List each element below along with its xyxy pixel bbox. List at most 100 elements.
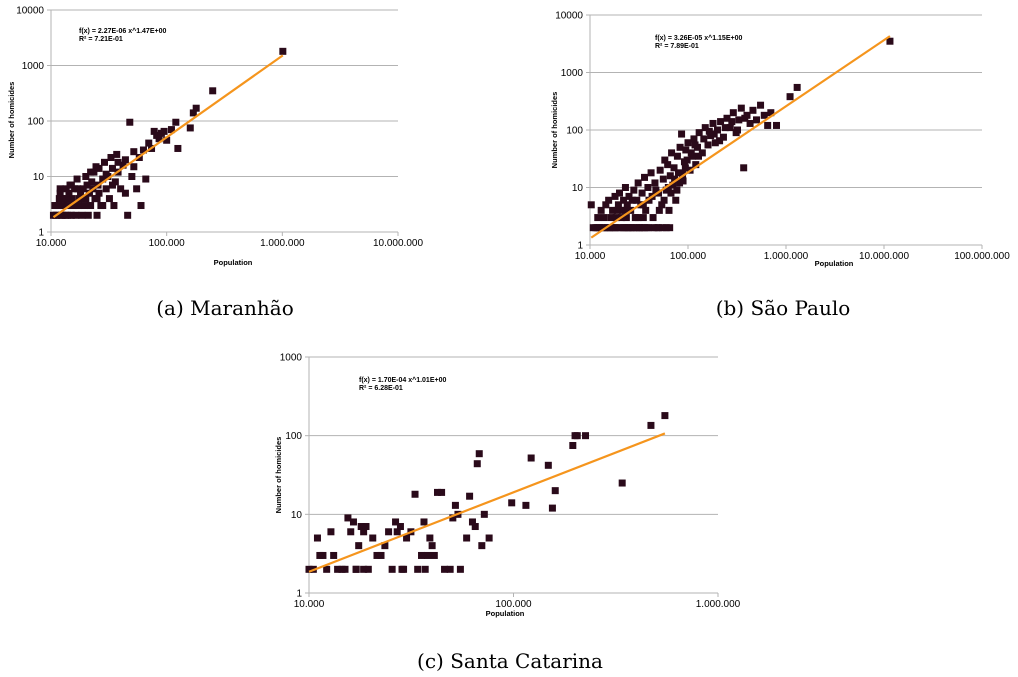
data-point — [764, 121, 772, 129]
data-point — [155, 135, 163, 143]
data-point — [695, 129, 703, 137]
axes — [305, 356, 719, 597]
data-point — [661, 156, 669, 164]
data-point — [630, 186, 638, 194]
data-point — [133, 185, 141, 193]
x-tick-label: 10.000 — [294, 599, 325, 610]
data-point — [602, 201, 610, 209]
data-point — [323, 565, 331, 573]
data-point — [508, 499, 516, 507]
y-tick-label: 1 — [38, 228, 44, 239]
data-point — [651, 179, 659, 187]
regression-equation: f(x) = 3.26E-05 x^1.15E+00 — [655, 34, 742, 42]
data-point — [93, 211, 101, 219]
grid-lines — [309, 356, 718, 515]
data-point — [704, 141, 712, 149]
data-point — [78, 211, 86, 219]
data-point — [716, 137, 724, 145]
data-point — [95, 164, 103, 172]
data-point — [660, 196, 668, 204]
data-point — [886, 37, 894, 45]
x-tick-label: 100.000.000 — [954, 251, 1010, 262]
data-point — [616, 189, 624, 197]
y-tick-label: 10 — [572, 183, 584, 194]
data-point — [65, 189, 73, 197]
data-point — [709, 119, 717, 127]
data-point — [741, 114, 749, 122]
data-point — [121, 189, 129, 197]
data-point — [679, 170, 687, 178]
data-point — [773, 121, 781, 129]
data-point — [633, 196, 641, 204]
data-point — [424, 551, 432, 559]
data-point — [441, 565, 449, 573]
data-point — [160, 127, 168, 135]
data-point — [740, 164, 748, 172]
y-tick-labels: 1 10 100 1000 — [280, 353, 303, 600]
data-point — [551, 487, 559, 495]
y-tick-label: 10000 — [555, 11, 583, 22]
y-tick-label: 10000 — [16, 6, 44, 17]
data-point — [614, 201, 622, 209]
data-point — [392, 518, 400, 526]
data-point — [114, 158, 122, 166]
data-point — [119, 161, 127, 169]
data-point — [719, 133, 727, 141]
data-point — [625, 192, 633, 200]
data-point — [428, 542, 436, 550]
data-point — [573, 432, 581, 440]
data-point — [150, 127, 158, 135]
data-point — [746, 119, 754, 127]
caption: (c) Santa Catarina — [417, 649, 603, 673]
data-point — [411, 490, 419, 498]
data-point — [388, 565, 396, 573]
data-point — [701, 124, 709, 132]
data-point — [684, 139, 692, 147]
x-axis-label: Population — [214, 258, 253, 267]
x-tick-label: 10.000.000 — [859, 251, 909, 262]
data-point — [463, 534, 471, 542]
data-point — [620, 196, 628, 204]
data-point — [700, 135, 708, 143]
x-tick-label: 10.000 — [575, 251, 606, 262]
regression-equation: f(x) = 1.70E-04 x^1.01E+00 — [359, 376, 446, 384]
data-point — [107, 153, 115, 161]
data-point — [56, 189, 64, 197]
data-point — [347, 528, 355, 536]
y-tick-label: 100 — [566, 126, 583, 137]
data-point — [710, 130, 718, 138]
data-point — [54, 202, 62, 210]
r-squared: R² = 7.89E-01 — [655, 43, 699, 50]
scatter-points — [49, 47, 287, 219]
data-point — [305, 565, 313, 573]
data-point — [77, 189, 85, 197]
data-point — [88, 178, 96, 186]
x-tick-label: 1.000.000 — [764, 251, 809, 262]
y-tick-labels: 1 10 100 1000 10000 — [555, 11, 583, 252]
data-point — [642, 206, 650, 214]
data-point — [752, 116, 760, 124]
data-point — [72, 211, 80, 219]
data-point — [692, 161, 700, 169]
data-point — [130, 148, 138, 156]
r-squared: R² = 6.28E-01 — [359, 385, 403, 392]
data-point — [649, 214, 657, 222]
data-point — [548, 504, 556, 512]
data-point — [430, 551, 438, 559]
data-point — [330, 551, 338, 559]
data-point — [644, 184, 652, 191]
data-point — [666, 224, 674, 232]
data-point — [605, 196, 613, 204]
data-point — [209, 87, 217, 95]
x-tick-label: 10.000.000 — [373, 238, 423, 249]
y-tick-label: 1 — [577, 241, 583, 252]
data-point — [664, 184, 672, 191]
data-point — [687, 149, 695, 157]
data-point — [639, 214, 647, 222]
data-point — [128, 173, 136, 180]
data-point — [600, 214, 608, 222]
data-point — [661, 412, 669, 420]
data-point — [726, 124, 734, 132]
data-point — [681, 164, 689, 172]
